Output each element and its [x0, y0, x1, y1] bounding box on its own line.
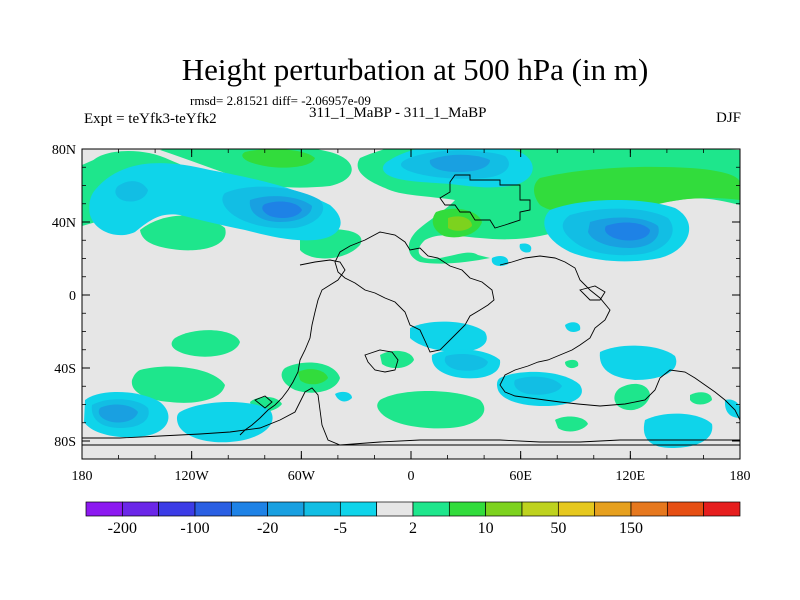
x-tick-label: 120W: [175, 469, 210, 484]
colorbar-swatch: [85, 501, 123, 517]
colorbar-swatch: [158, 501, 196, 517]
contour-positive: [131, 366, 225, 403]
colorbar-swatch: [339, 501, 378, 517]
colorbar-swatch: [666, 501, 705, 517]
colorbar-label: 10: [478, 520, 494, 537]
contour-positive: [171, 330, 240, 357]
contour-positive: [140, 215, 226, 251]
colorbar-label: -20: [257, 520, 278, 537]
colorbar-label: 2: [409, 520, 417, 537]
contour-negative: [519, 243, 532, 253]
coastline-americas: [439, 174, 531, 229]
x-axis: 180 120W 60W 0 60E 120E 180: [72, 149, 751, 484]
x-tick-label: 180: [72, 469, 93, 484]
colorbar-label: -5: [334, 520, 347, 537]
colorbar-swatch: [267, 501, 305, 517]
contour-negative: [176, 401, 273, 443]
contour-negative: [444, 354, 488, 371]
colorbar-swatch: [703, 501, 741, 517]
coastline-south-america: [239, 259, 346, 436]
contour-negative: [115, 181, 148, 202]
colorbar-swatch: [303, 501, 341, 517]
contour-negative: [643, 413, 713, 448]
contour-positive: [534, 166, 740, 214]
y-tick-label: 40S: [54, 362, 76, 377]
y-axis: 80N 40N 0 40S 80S: [52, 143, 740, 450]
contour-negative: [599, 345, 677, 380]
plot-title: Height perturbation at 500 hPa (in m): [181, 52, 649, 87]
contour-negative: [335, 391, 352, 402]
coastline-europe-africa: [334, 231, 495, 353]
contour-negative: [565, 322, 581, 333]
colorbar-swatch: [557, 501, 596, 517]
x-tick-label: 0: [408, 469, 415, 484]
contour-negative: [262, 201, 302, 218]
stats-line: rmsd= 2.81521 diff= -2.06957e-09: [190, 93, 371, 108]
x-tick-label: 60W: [288, 469, 316, 484]
contour-negative: [410, 321, 487, 352]
colorbar-swatch: [412, 501, 450, 517]
colorbar-label: 150: [619, 520, 643, 537]
contour-positive: [380, 350, 414, 369]
colorbar-swatch: [194, 501, 232, 517]
colorbar-swatch: [121, 501, 160, 517]
map-panel: 80N 40N 0 40S 80S 180 120W 60W 0 60E 120E 180: [52, 143, 751, 484]
colorbar-swatch: [230, 501, 269, 517]
x-tick-label: 180: [730, 469, 751, 484]
coastline-arabia: [364, 349, 399, 373]
contour-negative: [98, 404, 138, 423]
contour-positive: [614, 383, 650, 411]
x-tick-label: 120E: [616, 469, 646, 484]
colorbar-swatch: [376, 501, 414, 517]
x-tick-label: 60E: [509, 469, 532, 484]
contour-negative: [491, 256, 509, 266]
contour-positive: [565, 359, 579, 369]
plot-subtitle: 311_1_MaBP - 311_1_MaBP: [309, 105, 487, 121]
season-label: DJF: [715, 110, 741, 126]
coastline-asia: [499, 255, 740, 421]
contour-positive: [242, 149, 315, 168]
contour-positive: [690, 392, 712, 405]
contour-negative: [604, 222, 650, 241]
contour-positive: [377, 391, 485, 429]
colorbar-label: -200: [108, 520, 137, 537]
coastline-caribbean: [254, 395, 273, 409]
y-tick-label: 80N: [52, 143, 76, 158]
colorbar-label: 50: [550, 520, 566, 537]
y-tick-label: 0: [69, 289, 76, 304]
contour-negative: [514, 376, 562, 395]
coastline-indonesia: [579, 285, 606, 301]
colorbar-swatch: [448, 501, 487, 517]
y-tick-label: 80S: [54, 435, 76, 450]
coastlines: [82, 174, 740, 446]
colorbar-label: -100: [180, 520, 209, 537]
experiment-label: Expt = teYfk3-teYfk2: [84, 111, 217, 127]
colorbar-swatch: [485, 501, 523, 517]
contour-negative: [429, 154, 490, 172]
colorbar-swatch: [630, 501, 668, 517]
colorbar: -200 -100 -20 -5 2 10 50 150: [85, 501, 741, 537]
contour-positive: [298, 369, 328, 385]
contour-fields: [82, 149, 740, 448]
colorbar-swatch: [594, 501, 632, 517]
colorbar-swatch: [521, 501, 559, 517]
contour-positive: [448, 216, 472, 231]
coastline-antarctica: [82, 387, 740, 446]
y-tick-label: 40N: [52, 216, 76, 231]
contour-positive: [555, 416, 588, 432]
